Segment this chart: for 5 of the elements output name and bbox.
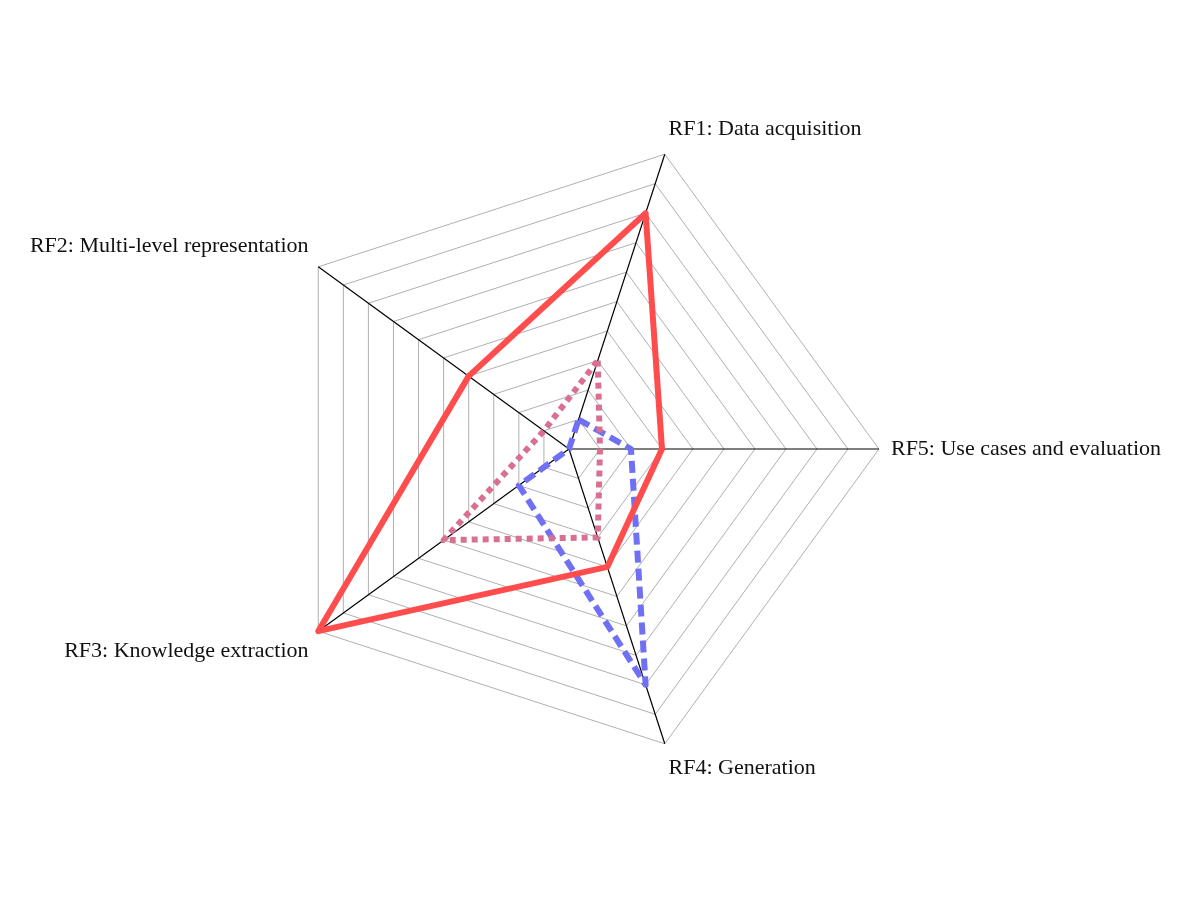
spoke-label: RF3: Knowledge extraction xyxy=(64,637,309,663)
spoke-label: RF5: Use cases and evaluation xyxy=(890,434,1162,460)
spoke-label: RF2: Multi-level representation xyxy=(29,232,309,258)
spoke-label: RF4: Generation xyxy=(668,754,816,780)
spoke-label: RF1: Data acquisition xyxy=(668,115,862,141)
